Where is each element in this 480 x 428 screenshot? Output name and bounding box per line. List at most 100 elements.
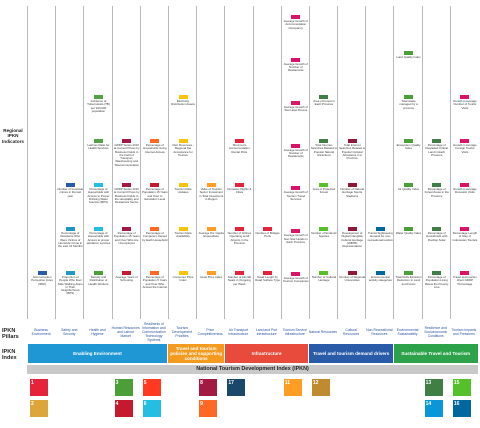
indicator-text: Average Growth of Star Hotel Rooms bbox=[283, 104, 308, 112]
sdg-icons: 1 2 3 4 5 6 8 9 17 11 12 13 14 15 16 bbox=[27, 377, 478, 425]
indicator-text: Value of Tourism Sector Investment in To… bbox=[199, 187, 224, 201]
indicator-cell: Environmental activity categories bbox=[367, 271, 393, 283]
indicator-text: GRDP Series 2010 at Current Prices by Bu… bbox=[113, 143, 140, 167]
indicator-cell: Latrines Ratio for Health Services bbox=[85, 139, 111, 151]
indicator-column: GRDP Series 2010 at Current Prices by Bu… bbox=[111, 6, 141, 319]
sdg-color-tag bbox=[375, 227, 385, 231]
sdg-color-tag bbox=[291, 186, 301, 191]
indicator-cell: Number of Endemic Species bbox=[311, 227, 337, 239]
index-box: Travel and tourism policies and supporti… bbox=[168, 344, 224, 363]
sdg-goal-icon: 12 bbox=[311, 379, 330, 396]
indicator-text: Total waste managed by a province bbox=[399, 99, 418, 110]
indicator-cell: Average Growth of Accommodation Occupanc… bbox=[283, 15, 309, 30]
indicator-text: Average Growth of Number of Restaurants bbox=[283, 61, 308, 73]
indicator-text: Percentage of Population Living Below th… bbox=[425, 275, 449, 289]
indicator-text: Tourism Data Updates bbox=[174, 187, 192, 195]
indicator-cell: Average Growth of Tourism Travel Service… bbox=[283, 186, 309, 201]
sdg-color-tag bbox=[291, 229, 301, 234]
indicator-text: Percentage of Residents Who Were Victims… bbox=[57, 231, 83, 248]
indicator-text: Percentage of Population 5 Years and Ove… bbox=[142, 275, 168, 289]
indicator-text: Short-term Accommodation Rental Price bbox=[229, 143, 250, 154]
pillar-label: Cultural Resources bbox=[343, 328, 360, 336]
sdg-goal-icon: 13 bbox=[424, 379, 443, 396]
sdg-color-tag bbox=[291, 143, 301, 148]
sdg-color-tag bbox=[150, 183, 160, 187]
sdg-goal-icon: 4 bbox=[114, 400, 133, 417]
indicator-cell: Electricity Distribution Assets bbox=[170, 95, 196, 107]
sdg-goal-icon: 1 bbox=[30, 379, 48, 396]
sdg-goal-icon: 17 bbox=[227, 379, 246, 396]
indicator-text: Ecosystem Quality Index bbox=[396, 143, 421, 151]
indicator-cell: Average Growth of Number of Restaurants bbox=[283, 143, 309, 159]
indicator-text: Percentage of Forest Areas in the Provin… bbox=[424, 187, 449, 198]
indicator-cell: Average Growth of Tourism Companies bbox=[283, 272, 309, 284]
indicator-cell: Average Years of Schooling bbox=[114, 271, 140, 283]
sdg-color-tag bbox=[65, 271, 75, 275]
indicator-text: Density and Distribution of Health Worke… bbox=[88, 275, 109, 286]
index-box: Infrastructure bbox=[224, 344, 309, 363]
indicator-column: Land Quality Index Total waste managed by… bbox=[393, 6, 422, 319]
indicator-text: Total Internet Searches Related to Popul… bbox=[339, 143, 366, 160]
sdg-color-tag bbox=[263, 227, 273, 231]
indicator-cell: Tourism Data Availability bbox=[170, 227, 196, 239]
indicator-text: Tourism Data Availability bbox=[174, 231, 192, 239]
pillar-label: Tourism Service Infrastructure bbox=[282, 328, 307, 336]
sdg-goal-icon: 9 bbox=[199, 400, 218, 417]
indicator-column: Value of Tourism Sector Investment in To… bbox=[196, 6, 225, 319]
indicator-cell: Number of Regional Universities bbox=[339, 271, 365, 283]
indicator-text: Percentage of Population 15 Years and Ov… bbox=[113, 231, 140, 245]
pillar-label: Tourism Impacts and Pressures bbox=[451, 328, 477, 336]
pillar-label: Business Environment bbox=[31, 328, 51, 336]
indicator-text: Number of Aircraft Seats in Outgoing per… bbox=[227, 275, 252, 286]
pillars-row: Business Environment Safety and Security H… bbox=[27, 322, 478, 343]
sdg-color-tag bbox=[234, 183, 244, 187]
indicator-cell: Total waste managed by a province bbox=[395, 95, 421, 110]
sdg-color-tag bbox=[178, 183, 188, 187]
sdg-color-tag bbox=[93, 227, 103, 231]
indicator-text: Area of Protected Forest bbox=[312, 187, 336, 195]
indicator-text: Consumer Price Index bbox=[172, 275, 194, 283]
sdg-color-tag bbox=[347, 271, 357, 275]
sdg-color-tag bbox=[432, 227, 442, 231]
indicator-cell: Tourism Data Updates bbox=[170, 183, 196, 195]
sdg-color-tag bbox=[460, 95, 470, 99]
indicator-text: Latrines Ratio for Health Services bbox=[87, 143, 110, 151]
indicator-text: Percentage of Population 15 Years and Ov… bbox=[141, 187, 168, 201]
indicator-text: Average Growth of Non-Star Hotels in Eac… bbox=[283, 233, 308, 244]
indicator-text: Average Growth of Number of Restaurants bbox=[283, 147, 308, 159]
indicator-text: Total GHG Emission Reduction in Land and… bbox=[395, 275, 422, 286]
sdg-color-tag bbox=[404, 95, 414, 99]
sdg-color-tag bbox=[122, 227, 132, 231]
indicator-cell: Domestic Flights & Cities bbox=[226, 183, 252, 195]
indicator-text: Number of Natural Heritage Sports Stadiu… bbox=[340, 187, 364, 198]
sdg-color-tag bbox=[93, 271, 103, 275]
sdg-color-tag bbox=[93, 95, 103, 99]
indicator-column: Total Internet Searches Related to Popul… bbox=[337, 6, 366, 319]
sdg-color-tag bbox=[206, 183, 216, 187]
indicator-cell: Number of Aircraft Seats in Outgoing per… bbox=[226, 271, 252, 286]
indicator-column: Percentage of Degraded Critical Land in … bbox=[421, 6, 451, 319]
indicator-cell: Own Revenues - Regional Tax Acceptance f… bbox=[170, 139, 196, 157]
indicator-cell: GRDP Series 2010 at Current Prices by Bu… bbox=[114, 139, 140, 167]
indicator-text: Land Quality Index bbox=[396, 55, 421, 59]
indicator-text: Percentage of Households with Access to … bbox=[86, 231, 111, 245]
indicator-column: Incidence of Tuberculosis (TB) per 100,0… bbox=[83, 6, 112, 319]
index-box: Sustainable Travel and Tourism bbox=[393, 344, 478, 363]
sdg-color-tag bbox=[65, 227, 75, 231]
indicator-text: Transit Sightseeing demand for non-recre… bbox=[367, 231, 394, 242]
indicator-cell: Average Per Capita Expenditure bbox=[198, 227, 224, 239]
national-index-bar: National Tourism Development Index (IPKN… bbox=[27, 365, 478, 374]
indicator-cell: Percentage of Households with Rooftop So… bbox=[424, 227, 450, 242]
indicator-cell: Number of Natural Heritage Sports Stadiu… bbox=[339, 183, 365, 198]
sdg-goal-icon: 6 bbox=[142, 400, 161, 417]
sdg-color-tag bbox=[319, 271, 329, 275]
pillar-label: Price Competitiveness bbox=[197, 328, 223, 336]
sdg-color-tag bbox=[206, 227, 216, 231]
indicator-text: Percentage Length of Stay of Indonesian … bbox=[452, 231, 478, 242]
sdg-color-tag bbox=[178, 139, 188, 143]
sdg-color-tag bbox=[178, 271, 188, 275]
pillar-label: Resilience and Socioeconomic Conditions bbox=[424, 326, 448, 338]
indicator-text: Average Per Capita Expenditure bbox=[198, 231, 224, 239]
pillar-label: Tourism Development Priorities bbox=[172, 326, 193, 338]
sdg-color-tag bbox=[404, 51, 414, 55]
